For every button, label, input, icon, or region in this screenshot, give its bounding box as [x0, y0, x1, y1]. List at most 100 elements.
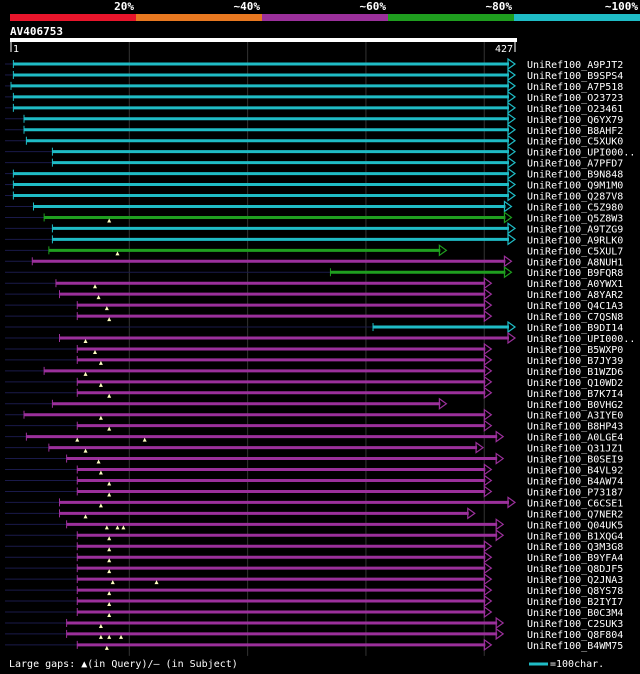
- hit-label: UniRef100_B5WXP0: [527, 345, 623, 356]
- identity-legend-label: ~100%: [605, 0, 638, 13]
- query-gap-marker: [83, 514, 88, 519]
- hit-label: UniRef100_B9YFA4: [527, 553, 623, 564]
- hit-label: UniRef100_O23723: [527, 93, 623, 104]
- hit-label: UniRef100_Q7NER2: [527, 509, 623, 520]
- hit-arrow: [438, 397, 448, 410]
- query-name: AV406753: [10, 25, 63, 38]
- identity-legend-swatch: [136, 14, 262, 21]
- hit-label: UniRef100_B9DI14: [527, 323, 623, 334]
- query-gap-marker: [104, 306, 109, 311]
- query-gap-marker: [98, 470, 103, 475]
- query-gap-marker: [107, 426, 112, 431]
- query-start-label: 1: [13, 44, 19, 55]
- hit-arrow: [507, 233, 517, 246]
- query-gap-marker: [107, 602, 112, 607]
- hit-label: UniRef100_Q31JZ1: [527, 444, 623, 455]
- query-gap-marker: [107, 481, 112, 486]
- hit-label: UniRef100_UPI000..: [527, 334, 635, 345]
- query-gap-marker: [98, 634, 103, 639]
- hit-label: UniRef100_B0C3M4: [527, 608, 623, 619]
- hit-arrow: [507, 68, 517, 82]
- hit-arrow: [495, 430, 505, 443]
- hit-label: UniRef100_B4VL92: [527, 466, 623, 477]
- hit-arrow: [467, 507, 476, 520]
- query-gap-marker: [98, 360, 103, 365]
- identity-legend-label: ~40%: [234, 0, 261, 13]
- hit-label: UniRef100_B8AHF2: [527, 126, 623, 137]
- hit-arrow: [483, 386, 493, 399]
- query-gap-marker: [104, 525, 109, 530]
- query-gap-marker: [93, 284, 97, 289]
- hit-label: UniRef100_B8HP43: [527, 422, 623, 433]
- hit-arrow: [507, 145, 517, 158]
- query-gap-marker: [154, 580, 159, 585]
- hit-label: UniRef100_Q8F804: [527, 630, 623, 641]
- large-gaps-legend: Large gaps: ▲(in Query)/– (in Subject): [9, 659, 238, 670]
- identity-legend-swatch: [388, 14, 514, 21]
- hit-label: UniRef100_Q287V8: [527, 192, 623, 203]
- query-gap-marker: [83, 371, 88, 376]
- hit-label: UniRef100_C7QSN8: [527, 312, 623, 323]
- query-gap-marker: [107, 218, 112, 223]
- hit-arrow: [507, 134, 517, 147]
- hit-label: UniRef100_A9TZG9: [527, 224, 623, 235]
- hit-arrow: [483, 342, 493, 356]
- query-gap-marker: [104, 645, 109, 650]
- hit-arrow: [507, 156, 517, 169]
- query-gap-marker: [107, 492, 112, 497]
- hit-arrow: [483, 309, 493, 323]
- hit-label: UniRef100_B4AW74: [527, 476, 623, 487]
- hit-label: UniRef100_Q04UK5: [527, 520, 623, 531]
- hit-label: UniRef100_P73187: [527, 487, 623, 498]
- hit-arrow: [483, 605, 493, 619]
- query-gap-marker: [115, 251, 120, 256]
- hit-label: UniRef100_Q5Z8W3: [527, 213, 623, 224]
- hit-label: UniRef100_UPI000..: [527, 148, 635, 159]
- hit-arrow: [483, 485, 493, 498]
- hit-arrow: [495, 627, 505, 641]
- hit-arrow: [438, 244, 448, 257]
- identity-legend-swatch: [10, 14, 136, 21]
- hit-arrow: [507, 320, 517, 334]
- hit-label: UniRef100_B1XQG4: [527, 531, 623, 542]
- query-gap-marker: [98, 623, 103, 628]
- hit-label: UniRef100_A8NUH1: [527, 257, 623, 268]
- hit-arrow: [507, 123, 517, 136]
- hit-arrow: [503, 255, 513, 268]
- hit-label: UniRef100_C2SUK3: [527, 619, 623, 630]
- hit-arrow: [495, 518, 505, 531]
- hit-label: UniRef100_Q4C1A3: [527, 301, 623, 312]
- hit-label: UniRef100_A7PFD7: [527, 159, 623, 170]
- hit-label: UniRef100_Q8YS78: [527, 586, 623, 597]
- hit-arrow: [483, 638, 493, 652]
- hit-arrow: [507, 57, 517, 71]
- hit-label: UniRef100_A0LGE4: [527, 433, 623, 444]
- hit-arrow: [483, 551, 493, 564]
- hit-label: UniRef100_A0YWX1: [527, 279, 623, 290]
- hit-label: UniRef100_B0VHG2: [527, 400, 623, 411]
- identity-legend-swatch: [262, 14, 388, 21]
- query-gap-marker: [98, 382, 103, 387]
- hit-arrow: [507, 79, 517, 93]
- hit-arrow: [507, 90, 517, 104]
- identity-legend-label: ~60%: [360, 0, 387, 13]
- hit-arrow: [507, 167, 517, 180]
- query-gap-marker: [121, 525, 126, 530]
- scale-bar-icon: [529, 662, 548, 666]
- hit-label: UniRef100_B9FQR8: [527, 268, 623, 279]
- query-gap-marker: [107, 536, 112, 541]
- hit-arrow: [483, 408, 493, 421]
- hit-arrow: [483, 364, 493, 378]
- hit-label: UniRef100_A9RLK0: [527, 235, 623, 246]
- hit-label: UniRef100_A9PJT2: [527, 60, 623, 71]
- query-gap-marker: [107, 547, 112, 552]
- hit-label: UniRef100_Q8DJF5: [527, 564, 623, 575]
- query-gap-marker: [115, 525, 120, 530]
- hit-label: UniRef100_A3IYE0: [527, 411, 623, 422]
- hit-arrow: [507, 331, 517, 345]
- hit-label: UniRef100_C5XUL7: [527, 246, 623, 257]
- query-gap-marker: [107, 634, 112, 639]
- query-gap-marker: [96, 295, 101, 300]
- hit-arrow: [483, 463, 493, 476]
